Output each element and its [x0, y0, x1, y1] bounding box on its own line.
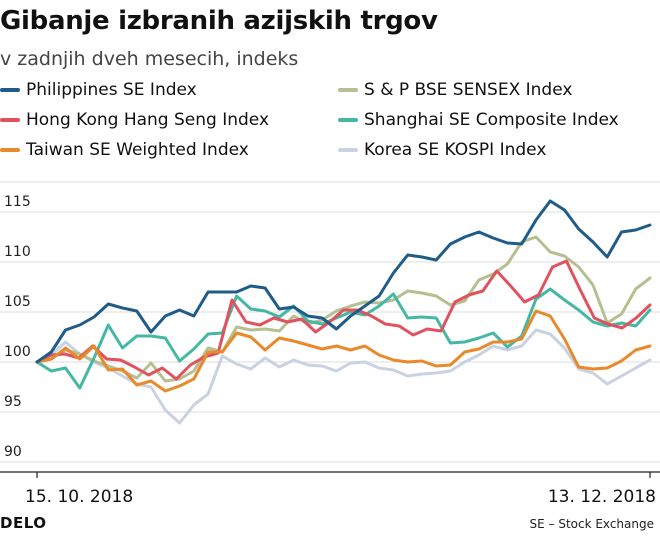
legend-swatch — [0, 118, 20, 122]
legend-item: S & P BSE SENSEX Index — [338, 80, 572, 100]
axis-layer: 90 95 100 105 110 115 15. 10. 2018 13. 12. 2018 — [0, 194, 660, 507]
series-line — [35, 199, 652, 364]
legend-item: Korea SE KOSPI Index — [338, 140, 546, 160]
y-tick-label: 90 — [4, 444, 22, 460]
series-line — [35, 309, 652, 393]
legend-swatch — [0, 88, 20, 92]
legend-item: Philippines SE Index — [0, 80, 197, 100]
legend-item: Shanghai SE Composite Index — [338, 110, 619, 130]
y-tick-label: 100 — [4, 344, 31, 360]
y-tick-label: 95 — [4, 394, 22, 410]
series-line — [35, 287, 652, 390]
legend-label: Shanghai SE Composite Index — [364, 110, 619, 130]
legend-swatch — [338, 118, 358, 122]
legend-label: Korea SE KOSPI Index — [364, 140, 547, 160]
legend-label: S & P BSE SENSEX Index — [364, 80, 573, 100]
chart-subtitle: v zadnjih dveh mesecih, indeks — [0, 48, 299, 70]
legend-label: Philippines SE Index — [26, 80, 197, 100]
legend-item: Hong Kong Hang Seng Index — [0, 110, 269, 130]
legend-swatch — [338, 148, 358, 152]
legend-label: Hong Kong Hang Seng Index — [26, 110, 270, 130]
source-note: SE – Stock Exchange — [529, 517, 655, 531]
legend-swatch — [0, 148, 20, 152]
legend-item: Taiwan SE Weighted Index — [0, 140, 249, 160]
legend-swatch — [338, 88, 358, 92]
x-tick-label: 15. 10. 2018 — [25, 487, 133, 507]
y-tick-label: 115 — [4, 194, 31, 210]
y-tick-label: 105 — [4, 294, 31, 310]
series-line — [35, 259, 652, 381]
brand-logo: DELO — [0, 514, 47, 532]
x-tick-label: 13. 12. 2018 — [548, 487, 656, 507]
grid-layer — [0, 181, 660, 463]
y-tick-label: 110 — [4, 244, 31, 260]
chart-legend: Philippines SE Index Hong Kong Hang Seng … — [0, 80, 660, 170]
legend-label: Taiwan SE Weighted Index — [26, 140, 249, 160]
series-layer — [35, 199, 652, 425]
chart-title: Gibanje izbranih azijskih trgov — [0, 6, 438, 36]
